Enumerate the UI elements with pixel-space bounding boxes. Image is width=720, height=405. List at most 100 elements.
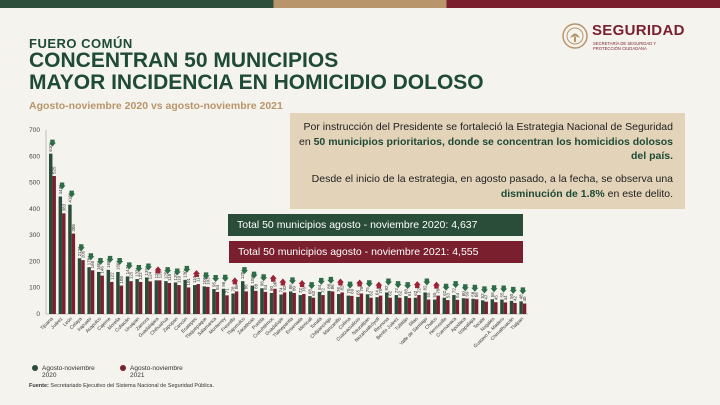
data-label-2021: 72: [416, 288, 421, 294]
data-label-2021: 84: [215, 284, 220, 290]
bar-2021: [263, 291, 268, 314]
trend-arrow-up-icon: [413, 281, 421, 289]
data-label-2020: 72: [298, 288, 303, 294]
bar-2021: [484, 301, 488, 314]
trend-arrow-down-icon: [212, 275, 220, 283]
bar-2021: [129, 281, 133, 314]
data-label-2020: 70: [346, 288, 351, 294]
data-label-2021: 40: [522, 296, 527, 302]
data-label-2021: 86: [330, 284, 335, 290]
data-label-2020: 80: [269, 285, 274, 291]
data-label-2020: 416: [67, 195, 72, 203]
bar-2021: [292, 292, 296, 314]
data-label-2020: 62: [413, 290, 418, 296]
trend-arrow-down-icon: [125, 262, 133, 270]
data-label-2021: 56: [474, 292, 479, 298]
trend-arrow-down-icon: [327, 276, 335, 284]
bar-2021: [455, 299, 460, 314]
bar-2021: [196, 284, 200, 314]
trend-arrow-down-icon: [144, 263, 152, 271]
trend-arrow-down-icon: [96, 257, 104, 265]
subtitle: Agosto-noviembre 2020 vs agosto-noviembr…: [29, 100, 283, 112]
y-tick-label: 700: [29, 127, 40, 134]
data-label-2021: 78: [359, 286, 364, 292]
data-label-2021: 54: [455, 292, 460, 298]
data-label-2020: 84: [317, 284, 322, 290]
data-label-2021: 122: [109, 272, 114, 280]
data-label-2021: 86: [234, 284, 239, 290]
trend-arrow-down-icon: [250, 271, 258, 279]
y-tick-label: 500: [29, 180, 40, 187]
trend-arrow-down-icon: [500, 285, 508, 293]
bar-2021: [254, 290, 258, 314]
data-label-2021: 306: [71, 224, 76, 232]
bar-2021: [426, 299, 431, 314]
bar-2021: [446, 300, 450, 314]
data-label-2021: 118: [167, 273, 172, 281]
data-label-2020: 68: [403, 289, 408, 295]
bar-2020: [461, 298, 466, 314]
source-label: Fuente:: [29, 383, 49, 389]
bar-2021: [244, 291, 248, 314]
bar-2020: [375, 297, 379, 314]
bar-2020: [68, 204, 72, 314]
trend-arrow-up-icon: [298, 280, 306, 288]
trend-arrow-up-icon: [375, 281, 383, 289]
data-label-2021: 125: [128, 271, 133, 279]
bar-2020: [365, 294, 370, 314]
bar-2020: [509, 300, 514, 314]
legend-swatch-2021: [120, 365, 126, 371]
info-p1-highlight: 50 municipios prioritarios, donde se con…: [313, 135, 673, 163]
top-color-band: [0, 0, 720, 8]
data-label-2020: 62: [442, 290, 447, 296]
data-label-2020: 143: [125, 266, 130, 274]
data-label-2020: 75: [365, 287, 370, 293]
y-tick-label: 600: [29, 153, 40, 160]
bar-2021: [215, 291, 220, 314]
data-label-2021: 101: [186, 277, 191, 285]
data-label-2020: 65: [355, 289, 360, 295]
trend-arrow-down-icon: [519, 287, 527, 295]
info-p1-text: Por instrucción del Presidente se fortal…: [298, 121, 673, 148]
data-label-2021: 128: [157, 270, 162, 278]
trend-arrow-down-icon: [135, 265, 143, 273]
bar-2020: [260, 288, 264, 314]
eagle-seal-icon: [562, 23, 588, 49]
data-label-2020: 74: [279, 287, 284, 293]
data-label-2021: 71: [224, 288, 229, 294]
bar-2020: [173, 282, 178, 314]
data-label-2021: 62: [397, 290, 402, 296]
bar-2020: [193, 285, 197, 314]
trend-arrow-down-icon: [346, 281, 354, 289]
data-label-2020: 139: [144, 267, 149, 275]
bar-2021: [177, 285, 181, 314]
trend-arrow-down-icon: [164, 267, 172, 275]
data-label-2020: 96: [221, 281, 226, 287]
bar-2021: [282, 292, 287, 314]
bar-2020: [106, 269, 111, 314]
bar-2020: [145, 277, 149, 314]
trend-arrow-down-icon: [240, 267, 248, 275]
data-label-2020: 82: [423, 285, 428, 291]
bar-2020: [452, 295, 456, 314]
trend-arrow-down-icon: [202, 272, 210, 280]
bar-2020: [279, 294, 283, 314]
data-label-2020: 76: [336, 287, 341, 293]
bar-2021: [206, 286, 210, 314]
data-label-2020: 88: [327, 283, 332, 289]
trend-arrow-down-icon: [384, 278, 392, 286]
data-label-2020: 55: [432, 292, 437, 298]
bar-2020: [433, 299, 437, 314]
bar-2021: [225, 295, 229, 314]
bar-2020: [385, 292, 389, 314]
data-label-2021: 53: [445, 293, 450, 299]
data-label-2021: 166: [90, 260, 95, 268]
data-label-2020: 72: [394, 288, 399, 294]
data-label-2020: 105: [202, 276, 207, 284]
logo-name: SEGURIDAD: [592, 22, 685, 39]
data-label-2020: 55: [499, 292, 504, 298]
legend-label-2020: Agosto-noviembre 2020: [42, 365, 95, 379]
data-label-2020: 610: [48, 144, 53, 152]
data-label-2020: 160: [96, 262, 101, 270]
